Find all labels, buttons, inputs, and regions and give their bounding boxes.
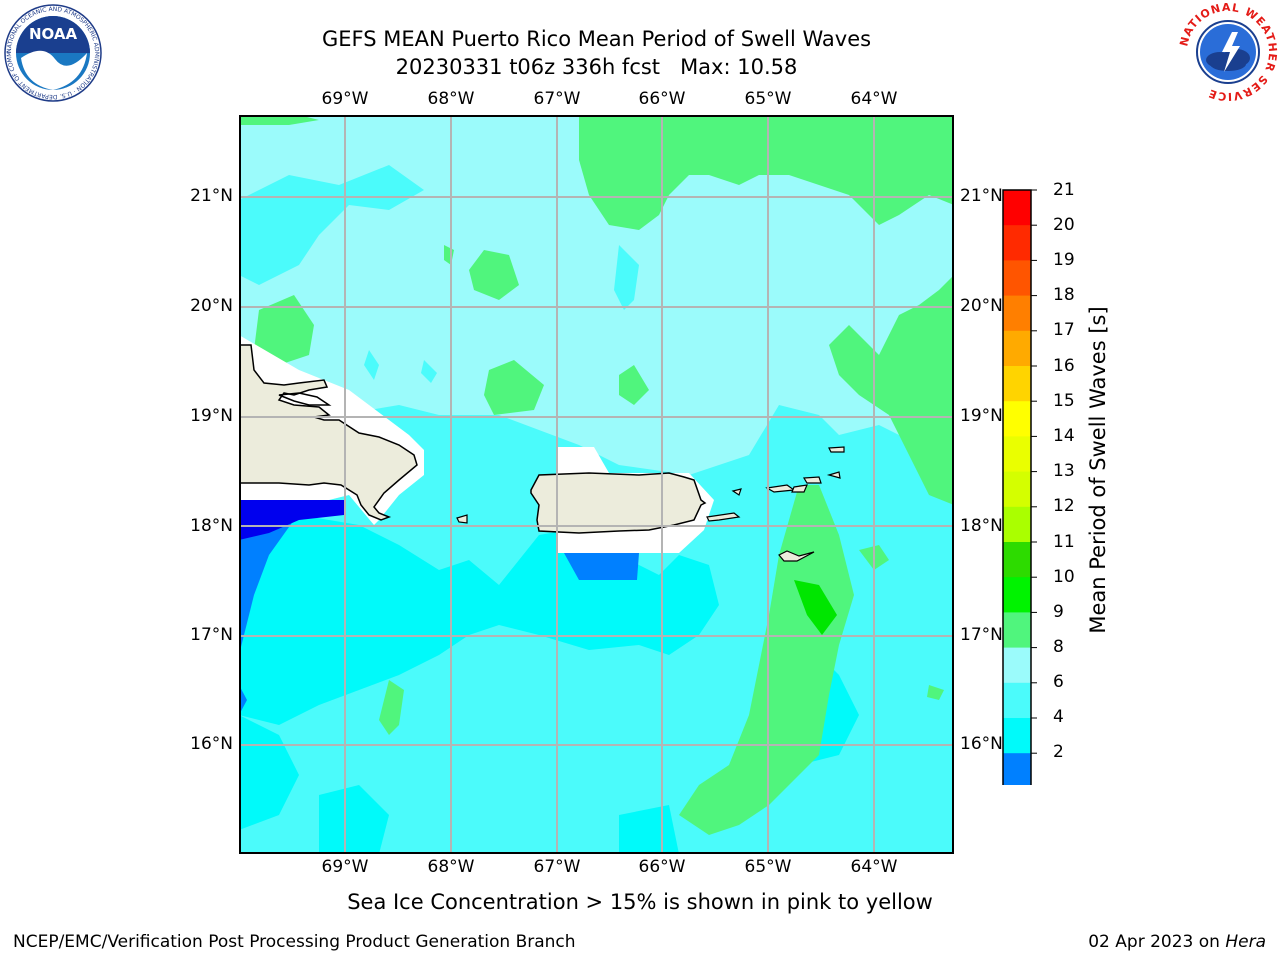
lat-label-left: 17°N — [190, 625, 233, 645]
colorbar-tick-label: 16 — [1053, 356, 1075, 376]
lon-label-bottom: 66°W — [638, 857, 686, 877]
lat-label-right: 16°N — [960, 734, 1003, 754]
colorbar-segment — [1003, 401, 1031, 437]
colorbar-segment — [1003, 295, 1031, 332]
lat-label-right: 20°N — [960, 296, 1003, 316]
footer-credit: NCEP/EMC/Verification Post Processing Pr… — [13, 932, 576, 952]
noaa-logo-text: NOAA — [29, 25, 78, 43]
lon-label-bottom: 69°W — [321, 857, 369, 877]
lat-label-left: 18°N — [190, 516, 233, 536]
lon-label-bottom: 64°W — [850, 857, 898, 877]
lat-label-left: 16°N — [190, 734, 233, 754]
colorbar-label: Mean Period of Swell Waves [s] — [1086, 306, 1110, 634]
colorbar-segment — [1003, 260, 1031, 297]
colorbar-segment — [1003, 366, 1031, 402]
colorbar-tick-label: 21 — [1053, 180, 1075, 200]
colorbar-segment — [1003, 190, 1031, 226]
nws-logo: NATIONAL WEATHER SERVICE — [1178, 2, 1278, 102]
colorbar-tick-label: 14 — [1053, 426, 1075, 446]
colorbar-tick-label: 18 — [1053, 285, 1075, 305]
map-panel[interactable] — [239, 115, 954, 854]
colorbar-segment — [1003, 436, 1031, 473]
hispaniola-north-coast-detail — [278, 392, 332, 406]
graticule — [239, 115, 954, 854]
map-frame — [239, 115, 954, 854]
footer-date: 02 Apr 2023 on Hera — [1088, 932, 1266, 952]
lat-label-right: 17°N — [960, 625, 1003, 645]
colorbar-segment — [1003, 612, 1031, 649]
colorbar-tick-label: 8 — [1053, 637, 1064, 657]
lat-label-right: 18°N — [960, 516, 1003, 536]
lat-label-left: 20°N — [190, 296, 233, 316]
colorbar-segment — [1003, 577, 1031, 613]
contour-band-10-11 — [794, 580, 837, 635]
colorbar-tick-label: 20 — [1053, 215, 1075, 235]
lat-label-right: 21°N — [960, 186, 1003, 206]
lat-label-left: 19°N — [190, 406, 233, 426]
lon-label-bottom: 67°W — [533, 857, 581, 877]
colorbar-segment — [1003, 330, 1031, 367]
colorbar-tick-label: 10 — [1053, 567, 1075, 587]
colorbar-segment — [1003, 225, 1031, 261]
lat-label-left: 21°N — [190, 186, 233, 206]
colorbar-segment — [1003, 506, 1031, 543]
colorbar-tick-label: 6 — [1053, 672, 1064, 692]
sea-ice-note: Sea Ice Concentration > 15% is shown in … — [347, 890, 933, 914]
lon-label-top: 65°W — [744, 89, 792, 109]
colorbar-tick-label: 2 — [1053, 742, 1064, 762]
colorbar-tick-label: 15 — [1053, 391, 1075, 411]
colorbar-frame — [1002, 189, 1032, 785]
colorbar — [1002, 189, 1037, 785]
colorbar-tick-label: 17 — [1053, 320, 1075, 340]
colorbar-segment — [1003, 682, 1031, 719]
colorbar-tick-label: 9 — [1053, 602, 1064, 622]
colorbar-segment — [1003, 753, 1031, 785]
colorbar-segment — [1003, 647, 1031, 684]
lon-label-top: 67°W — [533, 89, 581, 109]
footer-host: Hera — [1225, 932, 1266, 952]
lat-label-right: 19°N — [960, 406, 1003, 426]
lon-label-top: 66°W — [638, 89, 686, 109]
lon-label-bottom: 65°W — [744, 857, 792, 877]
noaa-logo: NOAA NATIONAL OCEANIC AND ATMOSPHERIC AD… — [3, 3, 102, 102]
colorbar-tick-label: 13 — [1053, 461, 1075, 481]
colorbar-tick-label: 12 — [1053, 496, 1075, 516]
chart-title: GEFS MEAN Puerto Rico Mean Period of Swe… — [321, 27, 872, 51]
lon-label-top: 64°W — [850, 89, 898, 109]
colorbar-tick-label: 19 — [1053, 250, 1075, 270]
lon-label-top: 68°W — [427, 89, 475, 109]
contour-band-9-10 — [239, 115, 954, 835]
contour-band-below-2 — [239, 500, 344, 540]
hispaniola-landmass — [239, 344, 418, 521]
chart-subtitle: 20230331 t06z 336h fcst Max: 10.58 — [395, 55, 798, 79]
colorbar-segment — [1003, 718, 1031, 754]
lon-label-top: 69°W — [321, 89, 369, 109]
footer-date-text: 02 Apr 2023 on — [1088, 932, 1226, 952]
small-islands — [456, 446, 845, 562]
colorbar-segment — [1003, 471, 1031, 508]
colorbar-tick-label: 4 — [1053, 707, 1064, 727]
colorbar-tick-label: 11 — [1053, 532, 1075, 552]
lon-label-bottom: 68°W — [427, 857, 475, 877]
colorbar-segment — [1003, 542, 1031, 578]
